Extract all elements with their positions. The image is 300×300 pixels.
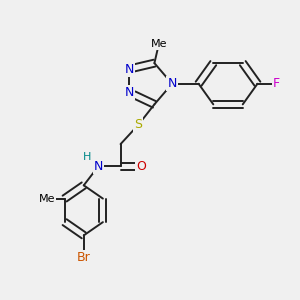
Text: H: H (82, 152, 91, 162)
Text: S: S (134, 118, 142, 131)
Text: H: H (82, 152, 91, 162)
Text: Me: Me (39, 194, 55, 204)
Text: Me: Me (151, 39, 167, 49)
Text: N: N (167, 77, 177, 90)
Text: N: N (125, 62, 134, 76)
Text: F: F (273, 77, 280, 90)
Text: O: O (136, 160, 146, 173)
Text: N: N (94, 160, 103, 173)
Text: Br: Br (77, 251, 91, 264)
Text: N: N (125, 86, 134, 99)
